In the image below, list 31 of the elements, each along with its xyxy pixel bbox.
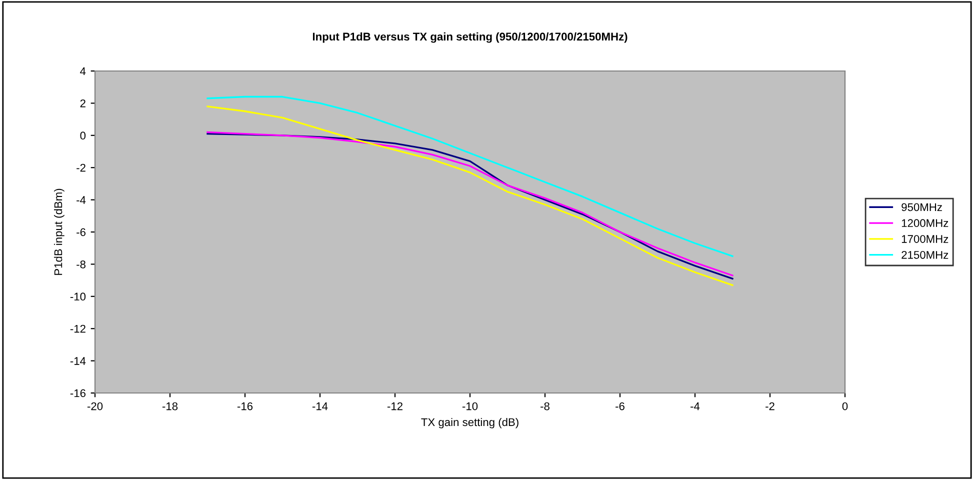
- y-axis-title: P1dB input (dBm): [54, 188, 64, 275]
- x-tick-label: -20: [87, 402, 103, 410]
- x-tick-label: -18: [162, 402, 178, 410]
- y-tick-label: 0: [80, 132, 86, 140]
- legend-label: 2150MHz: [902, 250, 948, 259]
- y-tick-label: -6: [76, 228, 86, 236]
- y-tick-label: -12: [70, 324, 86, 333]
- x-tick-label: 0: [842, 402, 848, 410]
- y-tick-label: -2: [76, 164, 86, 172]
- x-tick-label: -12: [387, 402, 402, 410]
- y-tick-label: -8: [76, 260, 86, 268]
- y-tick-label: -4: [76, 196, 86, 204]
- line-series: [206, 96, 734, 257]
- x-tick-label: -8: [540, 402, 550, 410]
- x-axis-title: TX gain setting (dB): [421, 418, 518, 428]
- x-tick-label: -4: [690, 402, 700, 410]
- legend-label: 950MHz: [902, 203, 942, 212]
- line-series: [206, 106, 734, 286]
- chart-title: Input P1dB versus TX gain setting (950/1200/1700/2150MHz): [312, 32, 628, 43]
- y-tick-label: -16: [70, 389, 86, 398]
- x-tick-label: -10: [462, 402, 478, 410]
- x-tick-label: -16: [237, 402, 253, 410]
- x-tick-label: -2: [766, 402, 774, 410]
- legend-label: 1200MHz: [902, 219, 948, 228]
- legend-label: 1700MHz: [902, 235, 948, 243]
- y-tick-label: -10: [70, 292, 86, 301]
- y-tick-label: 4: [80, 67, 86, 76]
- x-tick-label: -6: [616, 402, 624, 410]
- y-tick-label: -14: [70, 357, 86, 365]
- x-tick-label: -14: [312, 402, 328, 410]
- y-tick-label: 2: [80, 99, 86, 108]
